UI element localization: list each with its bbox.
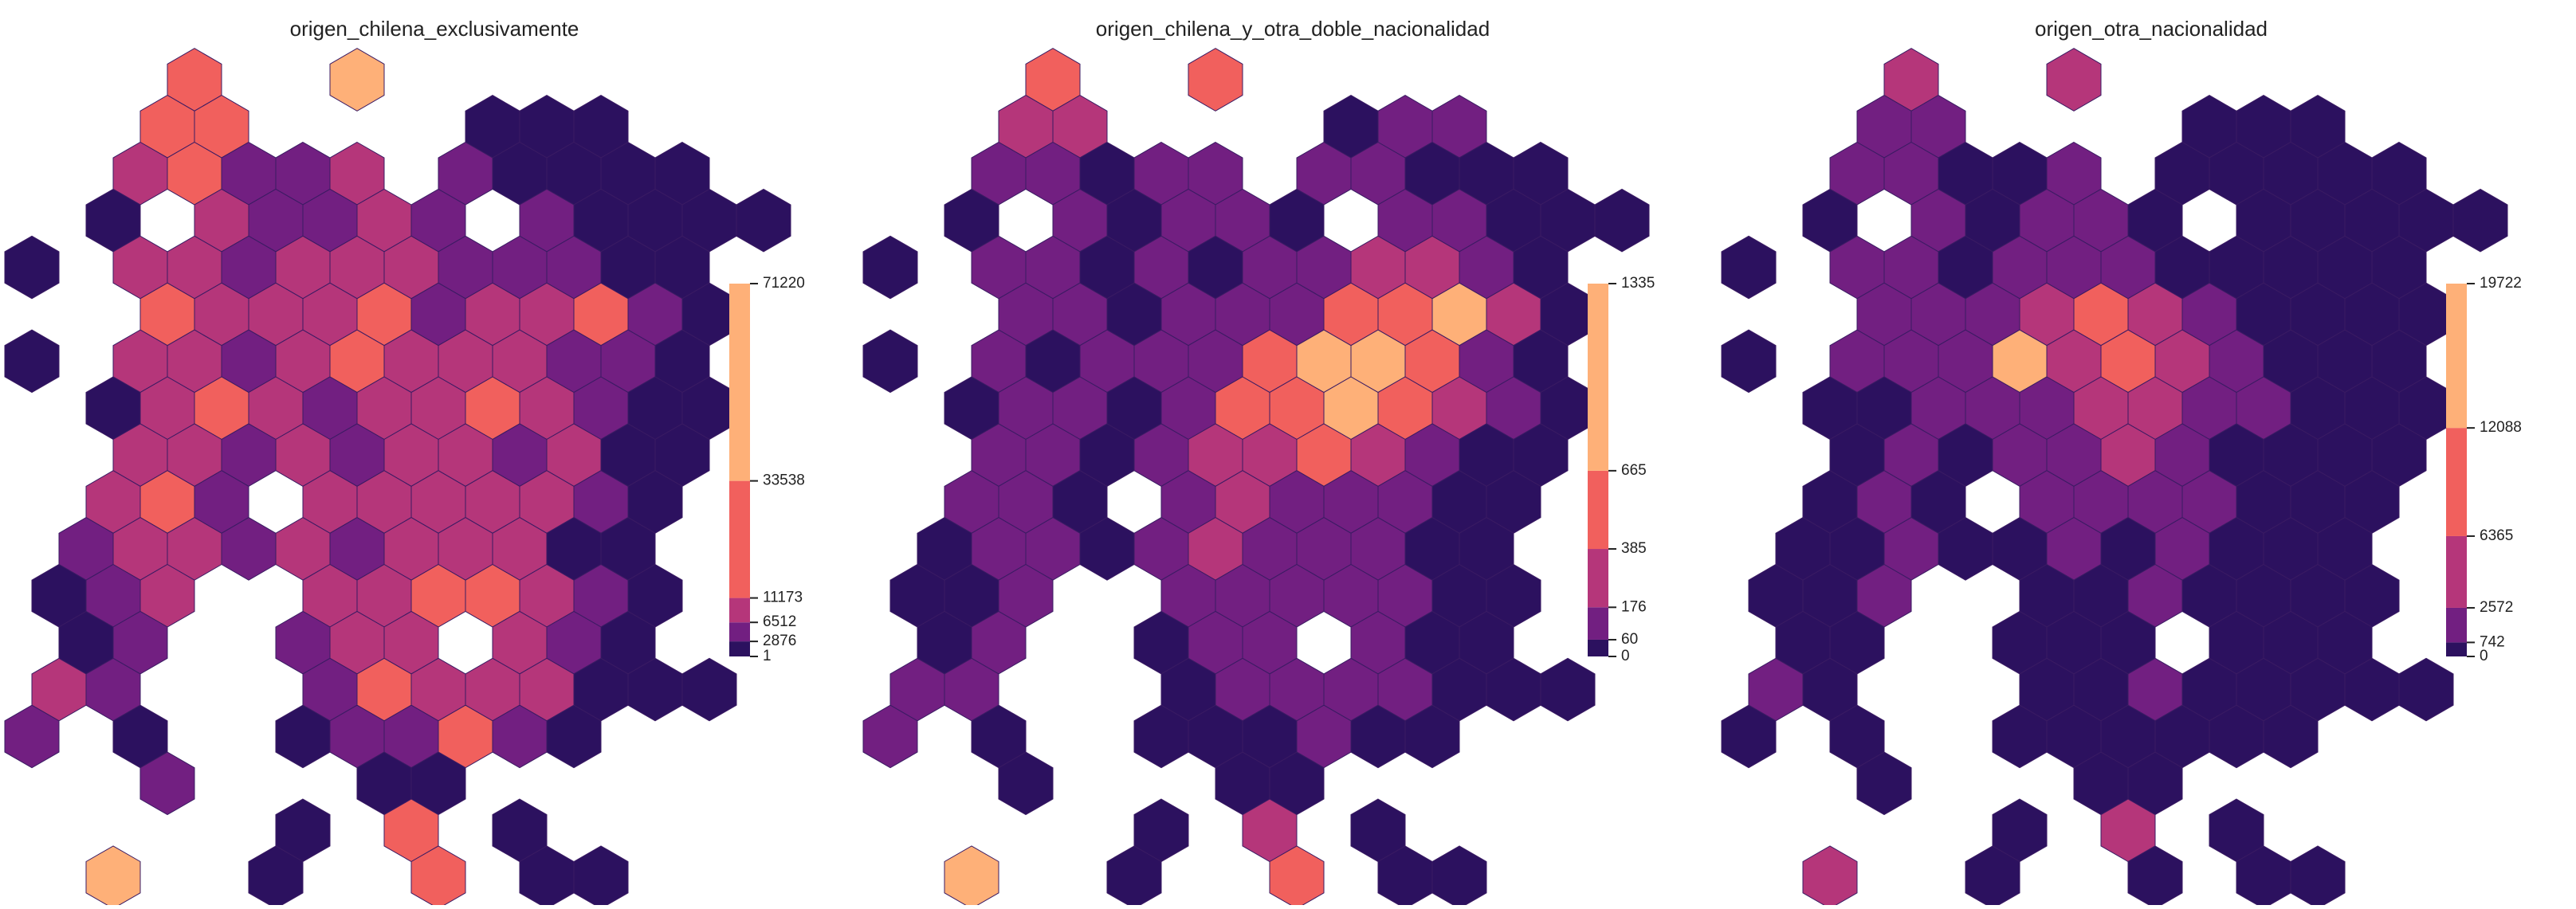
colorbar-tick-label: 1 xyxy=(763,648,772,664)
colorbar-segment xyxy=(729,598,750,623)
colorbar-segment xyxy=(729,641,750,656)
colorbar-segment xyxy=(1588,549,1608,608)
hex-cell xyxy=(1721,235,1777,300)
hex-cell xyxy=(1721,704,1777,769)
hex-cell xyxy=(2263,704,2319,769)
hex-cell xyxy=(4,235,60,300)
hex-cell xyxy=(1856,751,1912,816)
panel-title: origen_chilena_exclusivamente xyxy=(290,17,579,41)
hex-cell xyxy=(85,845,141,909)
colorbar-tick-label: 1335 xyxy=(1621,275,1655,292)
panel-title: origen_otra_nacionalidad xyxy=(2035,17,2268,41)
hex-cell xyxy=(1431,845,1487,909)
colorbar-segment xyxy=(729,284,750,481)
colorbar-tick-label: 2572 xyxy=(2480,599,2513,616)
colorbar-segment xyxy=(2446,284,2467,429)
colorbar-tick-label: 2876 xyxy=(763,633,796,649)
colorbar-segment xyxy=(729,622,750,642)
hex-cell xyxy=(2290,845,2346,909)
colorbar-tick-label: 19722 xyxy=(2480,275,2522,292)
colorbar-segment xyxy=(2446,642,2467,656)
hex-cell xyxy=(998,751,1054,816)
colorbar-segment xyxy=(2446,428,2467,536)
hex-cell xyxy=(862,704,918,769)
hex-cell xyxy=(2452,188,2508,253)
colorbar-segment xyxy=(1588,284,1608,471)
colorbar-tick-label: 12088 xyxy=(2480,419,2522,436)
colorbar-segment xyxy=(1588,607,1608,640)
colorbar-tick-label: 385 xyxy=(1621,540,1647,557)
hex-cell xyxy=(1188,48,1243,112)
hex-cell xyxy=(1721,329,1777,394)
colorbar-tick-label: 6365 xyxy=(2480,527,2513,544)
colorbar-segment xyxy=(729,480,750,598)
hex-cell xyxy=(1404,704,1460,769)
colorbar-tick-label: 665 xyxy=(1621,462,1647,479)
colorbar-tick-label: 6512 xyxy=(763,613,796,630)
hex-cell xyxy=(944,845,999,909)
hex-cell xyxy=(862,235,918,300)
colorbar-tick-label: 71220 xyxy=(763,275,805,292)
hex-cell xyxy=(862,329,918,394)
hex-cell xyxy=(1594,188,1650,253)
hex-cell xyxy=(329,48,385,112)
colorbar-segment xyxy=(2446,535,2467,608)
hex-cell xyxy=(1540,657,1596,722)
hex-cell xyxy=(736,188,791,253)
hex-cell xyxy=(2046,48,2102,112)
colorbar-segment xyxy=(2446,607,2467,643)
hex-cell xyxy=(546,704,602,769)
colorbar-tick-label: 60 xyxy=(1621,631,1638,648)
colorbar-tick-label: 176 xyxy=(1621,598,1647,615)
colorbar-tick-label: 742 xyxy=(2480,633,2505,650)
colorbar-tick-label: 33538 xyxy=(763,472,805,489)
hex-cell xyxy=(1802,845,1858,909)
colorbar-tick-label: 0 xyxy=(2480,648,2488,664)
colorbar-tick-label: 0 xyxy=(1621,648,1630,664)
hex-cell xyxy=(2398,657,2454,722)
hex-cell xyxy=(681,657,737,722)
hex-cell xyxy=(139,751,195,816)
hex-cell xyxy=(4,329,60,394)
panel-title: origen_chilena_y_otra_doble_nacionalidad xyxy=(1096,17,1490,41)
hex-cell xyxy=(573,845,629,909)
colorbar-tick-label: 11173 xyxy=(763,590,803,606)
colorbar-segment xyxy=(1588,470,1608,550)
hex-cell xyxy=(4,704,60,769)
colorbar-segment xyxy=(1588,639,1608,656)
